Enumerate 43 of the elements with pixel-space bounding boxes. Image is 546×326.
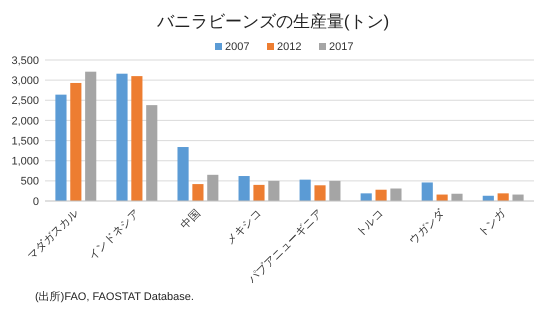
bar bbox=[422, 182, 433, 201]
y-tick-label: 2,000 bbox=[11, 115, 39, 128]
bar bbox=[177, 147, 189, 201]
bar bbox=[116, 74, 128, 201]
legend-label: 2012 bbox=[277, 41, 302, 53]
bar bbox=[131, 76, 142, 201]
bar bbox=[329, 180, 340, 201]
bar bbox=[360, 193, 372, 201]
legend-label: 2017 bbox=[329, 41, 354, 53]
bar bbox=[207, 174, 218, 201]
bar bbox=[451, 194, 463, 201]
bar bbox=[70, 82, 82, 201]
text: (出所)FAO, FAOSTAT Database. bbox=[35, 290, 194, 303]
bar bbox=[55, 94, 67, 201]
y-tick-label: 1,000 bbox=[11, 156, 39, 168]
y-tick-label: 500 bbox=[20, 176, 39, 188]
x-tick-label: トンガ bbox=[476, 206, 509, 240]
x-tick-label: マダガスカル bbox=[26, 207, 81, 263]
bar bbox=[85, 72, 96, 201]
y-tick-label: 3,000 bbox=[11, 74, 39, 87]
bar bbox=[512, 194, 524, 201]
bar bbox=[268, 180, 280, 201]
y-tick-label: 2,500 bbox=[11, 95, 39, 108]
x-tick-label: メキシコ bbox=[224, 207, 264, 247]
x-tick-label: ウガンダ bbox=[407, 206, 448, 247]
bar bbox=[314, 185, 326, 201]
bar bbox=[498, 193, 509, 201]
bar bbox=[390, 188, 402, 201]
bar bbox=[253, 184, 265, 201]
bar bbox=[192, 184, 204, 201]
bar bbox=[375, 190, 387, 201]
chart-title: バニラビーンズの生産量(トン) bbox=[156, 12, 390, 31]
y-tick-label: 3,500 bbox=[11, 54, 39, 67]
bar bbox=[300, 180, 311, 201]
y-tick-label: 0 bbox=[32, 196, 39, 208]
x-tick-label: インドネシア bbox=[86, 207, 142, 263]
x-tick-label: 中国 bbox=[178, 206, 203, 232]
bar bbox=[238, 176, 250, 201]
legend-label: 2007 bbox=[225, 41, 250, 53]
x-tick-label: トルコ bbox=[354, 207, 386, 240]
bar bbox=[436, 194, 448, 201]
y-tick-label: 1,500 bbox=[11, 135, 39, 148]
bar bbox=[146, 105, 158, 201]
